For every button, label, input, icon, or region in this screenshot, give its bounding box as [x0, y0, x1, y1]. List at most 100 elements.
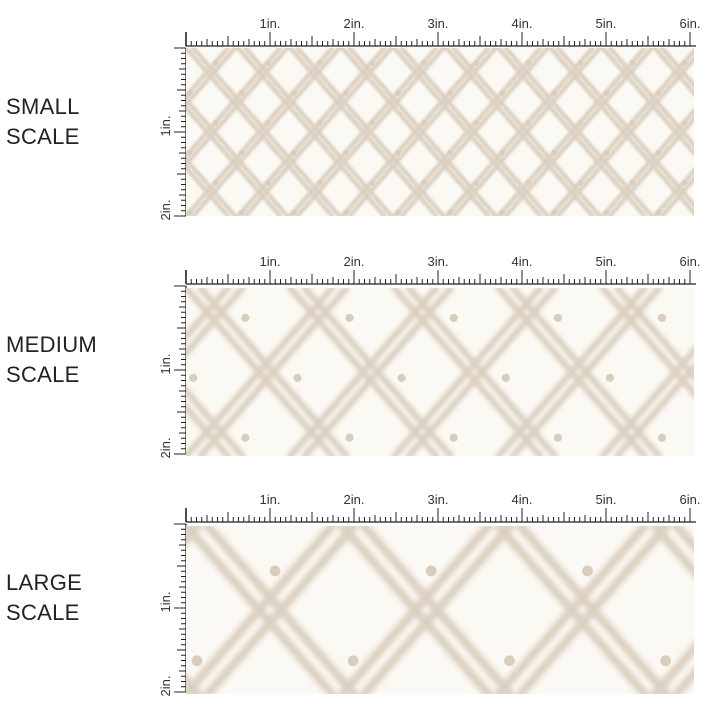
ruler-label: 4in. [512, 16, 533, 31]
lattice-dot [317, 60, 323, 66]
vertical-ruler-large: 1in. 2in. [158, 523, 187, 697]
lattice-line [391, 288, 544, 456]
lattice-dot [577, 120, 584, 126]
lattice-dot [425, 565, 437, 577]
lattice-dot [291, 150, 297, 156]
lattice-dot [212, 179, 219, 186]
lattice-dot [212, 60, 219, 66]
medium-scale-label: MEDIUM SCALE [6, 332, 98, 387]
lattice-dot [345, 313, 354, 323]
lattice-dot [238, 150, 245, 156]
ruler-label: 2in. [158, 676, 173, 697]
lattice-dot [186, 90, 193, 96]
lattice-line [600, 107, 694, 216]
lattice-line [288, 48, 439, 216]
lattice-line [186, 288, 246, 358]
lattice-dot [264, 60, 271, 66]
lattice-line [235, 48, 387, 216]
lattice-lines [186, 288, 694, 456]
ruler-label: 2in. [158, 438, 173, 459]
lattice-dot [212, 120, 219, 126]
lattice-line [186, 526, 337, 694]
lattice-dot [317, 120, 323, 126]
lattice-line [186, 48, 335, 216]
lattice-dot [186, 150, 193, 156]
lattice-dot [603, 90, 610, 96]
ruler-label: 1in. [158, 116, 173, 137]
ruler-label: 2in. [344, 16, 365, 31]
lattice-dot [681, 120, 688, 126]
lattice-dot [421, 179, 427, 186]
lattice-dot [191, 655, 203, 667]
lattice-dot [449, 313, 458, 323]
lattice-dot [397, 373, 406, 382]
horizontal-ruler-medium: 1in. 2in. 3in. 4in. 5in. 6in. [185, 254, 700, 285]
lattice-dot [395, 90, 401, 96]
large-scale-label: LARGE SCALE [6, 570, 83, 625]
lattice-line [495, 288, 648, 456]
lattice-line [516, 526, 671, 694]
lattice-dot [577, 60, 584, 66]
lattice-line [509, 288, 663, 456]
horizontal-ruler-small: 1in. 2in. 3in. 4in. 5in. 6in. [185, 16, 700, 47]
lattice-line [203, 526, 359, 694]
lattice-dot [345, 433, 354, 442]
lattice-dot [577, 179, 584, 186]
lattice-dot [395, 209, 401, 216]
lattice-dot [473, 179, 479, 186]
lattice-dot [655, 90, 662, 96]
vertical-ruler-small: 1in. 2in. [158, 47, 187, 220]
lattice-line [548, 48, 694, 216]
lattice-dot [421, 120, 427, 126]
lattice-lines [186, 48, 694, 216]
lattice-line [359, 526, 515, 694]
lattice-dot [264, 120, 271, 126]
lattice-line [337, 526, 493, 694]
lattice-line [607, 116, 694, 216]
lattice-line [650, 526, 694, 578]
ruler-label: 2in. [344, 254, 365, 269]
ruler-label: 4in. [512, 254, 533, 269]
small-scale-label: SMALL SCALE [6, 94, 80, 149]
lattice-dot [343, 150, 349, 156]
lattice-dot [343, 209, 349, 216]
lattice-line [652, 167, 694, 216]
lattice-dot [269, 565, 281, 577]
lattice-dot [238, 209, 245, 216]
large-scale-fabric-swatch [186, 526, 694, 694]
lattice-dot [553, 313, 562, 323]
lattice-dot [369, 179, 375, 186]
lattice-dot [369, 120, 375, 126]
lattice-line [186, 48, 283, 160]
lattice-dot [655, 150, 662, 156]
lattice-dot [525, 120, 531, 126]
lattice-dot [582, 565, 593, 577]
ruler-label: 4in. [512, 492, 533, 507]
ruler-label: 1in. [260, 254, 281, 269]
lattice-dots [191, 565, 672, 667]
lattice-dot [186, 209, 193, 216]
lattice-dot [473, 120, 479, 126]
lattice-dot [657, 433, 667, 442]
lattice-dot [603, 209, 610, 216]
lattice-line [197, 288, 350, 456]
ruler-label: 5in. [596, 492, 617, 507]
lattice-dot [473, 60, 479, 66]
vertical-ruler-medium: 1in. 2in. [158, 285, 187, 459]
lattice-dot [551, 150, 558, 156]
ruler-label: 6in. [680, 492, 701, 507]
lattice-line [444, 48, 595, 216]
lattice-dot [241, 313, 250, 323]
lattice-dot [347, 655, 359, 667]
lattice-line [494, 526, 649, 694]
lattice-dots [189, 313, 667, 442]
lattice-dot [447, 209, 453, 216]
lattice-dot [504, 655, 515, 667]
lattice-line [340, 48, 491, 216]
lattice-dot [291, 90, 297, 96]
lattice-line [392, 48, 543, 216]
lattice-line [614, 362, 694, 456]
lattice-line [659, 48, 694, 88]
lattice-dot [657, 313, 667, 323]
